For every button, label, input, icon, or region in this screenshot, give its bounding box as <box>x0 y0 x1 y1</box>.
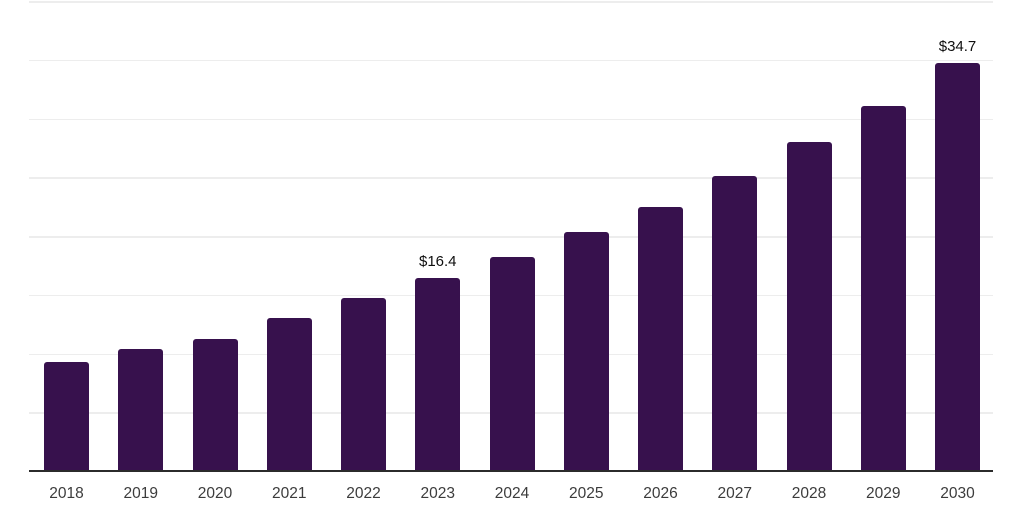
bar-2021 <box>266 318 312 471</box>
x-tick-label-2018: 2018 <box>49 485 84 502</box>
gridline <box>29 1 993 3</box>
bar-2030 <box>935 63 980 471</box>
x-tick-label-2029: 2029 <box>866 485 901 502</box>
x-tick-label-2021: 2021 <box>272 485 307 502</box>
bar-value-label-2030: $34.7 <box>938 38 977 56</box>
bar-2019 <box>118 348 164 471</box>
x-tick-label-2028: 2028 <box>791 485 827 502</box>
bar-2024 <box>489 257 535 471</box>
x-tick-label-2025: 2025 <box>569 485 604 502</box>
bar-2027 <box>712 176 758 471</box>
gridline <box>29 236 993 238</box>
x-tick-label-2023: 2023 <box>420 485 455 502</box>
bar-2022 <box>341 298 386 471</box>
x-tick-label-2022: 2022 <box>346 485 381 502</box>
bar-2020 <box>192 339 238 471</box>
bar-2018 <box>44 361 89 471</box>
bar-2029 <box>860 105 906 471</box>
bar-2023 <box>415 278 461 471</box>
x-tick-label-2027: 2027 <box>717 485 752 502</box>
gridline <box>29 59 993 62</box>
x-tick-label-2026: 2026 <box>643 485 678 502</box>
gridline <box>29 118 993 120</box>
x-tick-label-2024: 2024 <box>494 485 530 502</box>
gridline <box>29 177 993 179</box>
bar-2028 <box>786 142 832 471</box>
bar-value-label-2023: $16.4 <box>418 253 457 271</box>
x-axis-line <box>29 470 993 472</box>
x-tick-label-2019: 2019 <box>123 485 158 502</box>
bar-2025 <box>563 232 609 471</box>
bar-2026 <box>638 206 683 471</box>
x-tick-label-2030: 2030 <box>940 485 975 502</box>
x-tick-label-2020: 2020 <box>197 485 233 502</box>
